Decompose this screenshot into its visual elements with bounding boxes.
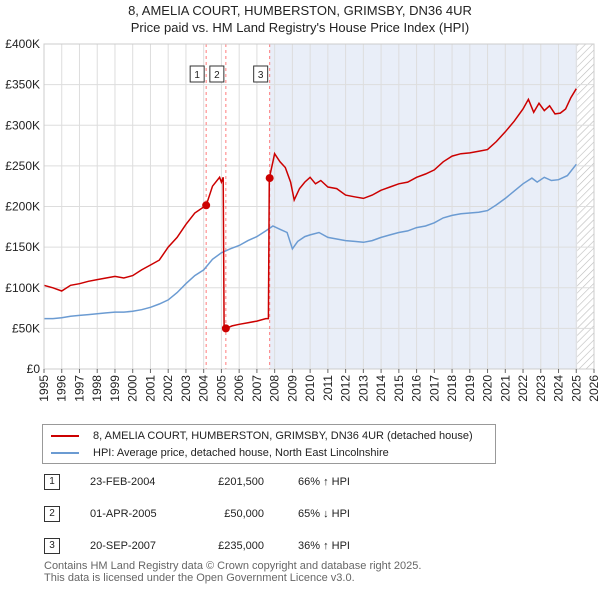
x-tick-label: 2002 bbox=[161, 375, 175, 402]
table-row: 3 20-SEP-2007 £235,000 36% ↑ HPI bbox=[42, 536, 462, 556]
transaction-hpi: 66% ↑ HPI bbox=[298, 476, 350, 488]
y-tick-label: £0 bbox=[27, 362, 41, 376]
legend-label-hpi: HPI: Average price, detached house, Nort… bbox=[93, 447, 389, 459]
sale-point bbox=[202, 201, 211, 210]
x-tick-label: 2018 bbox=[445, 375, 459, 402]
x-tick-label: 2004 bbox=[197, 375, 211, 402]
x-tick-label: 2008 bbox=[268, 375, 282, 402]
y-tick-label: £400K bbox=[5, 37, 40, 51]
x-tick-label: 1996 bbox=[55, 375, 69, 402]
y-tick-label: £50K bbox=[12, 321, 40, 335]
x-tick-label: 2012 bbox=[339, 375, 353, 402]
hpi-series-line bbox=[44, 163, 577, 320]
sale-point bbox=[221, 324, 230, 333]
x-tick-label: 2003 bbox=[179, 375, 193, 402]
transaction-number: 1 bbox=[44, 474, 60, 490]
y-tick-label: £300K bbox=[5, 118, 40, 132]
legend-item-hpi: HPI: Average price, detached house, Nort… bbox=[51, 445, 389, 461]
x-tick-label: 2000 bbox=[126, 375, 140, 402]
y-tick-label: £200K bbox=[5, 200, 40, 214]
title-line-2: Price paid vs. HM Land Registry's House … bbox=[130, 20, 470, 35]
footer: Contains HM Land Registry data © Crown c… bbox=[44, 560, 421, 584]
sale-label: 3 bbox=[258, 70, 264, 81]
transaction-price: £235,000 bbox=[218, 540, 264, 552]
x-tick-label: 2009 bbox=[285, 375, 299, 402]
footer-copyright: Contains HM Land Registry data © Crown c… bbox=[44, 560, 422, 572]
x-tick-label: 2022 bbox=[516, 375, 530, 402]
x-tick-label: 2007 bbox=[250, 375, 264, 402]
y-tick-label: £100K bbox=[5, 281, 40, 295]
x-tick-label: 2014 bbox=[374, 375, 388, 402]
transaction-number: 2 bbox=[44, 506, 60, 522]
transaction-date: 01-APR-2005 bbox=[90, 508, 157, 520]
transaction-date: 23-FEB-2004 bbox=[90, 476, 156, 488]
transaction-number: 3 bbox=[44, 538, 60, 554]
x-tick-label: 2019 bbox=[463, 375, 477, 402]
x-tick-label: 2025 bbox=[569, 375, 583, 402]
sale-label-box bbox=[209, 65, 225, 83]
x-tick-label: 2026 bbox=[587, 375, 600, 402]
x-tick-label: 2021 bbox=[498, 375, 512, 402]
x-tick-label: 2005 bbox=[214, 375, 228, 402]
transaction-price: £201,500 bbox=[218, 476, 264, 488]
price-chart: 1 2 3 £0 £50K £100K £150K £200K £250K £300K £350K… bbox=[5, 37, 600, 402]
sale-label: 1 bbox=[194, 70, 200, 81]
footer-licence: This data is licensed under the Open Gov… bbox=[44, 572, 355, 584]
legend-swatch-hpi bbox=[51, 452, 79, 454]
table-row: 2 01-APR-2005 £50,000 65% ↓ HPI bbox=[42, 504, 462, 524]
x-tick-label: 2023 bbox=[534, 375, 548, 402]
sale-point bbox=[265, 174, 274, 183]
property-series-line bbox=[44, 88, 577, 330]
transaction-hpi: 36% ↑ HPI bbox=[298, 540, 350, 552]
sale-label: 2 bbox=[214, 70, 220, 81]
title-line-1: 8, AMELIA COURT, HUMBERSTON, GRIMSBY, DN… bbox=[128, 3, 472, 18]
y-tick-label: £350K bbox=[5, 78, 40, 92]
x-tick-label: 2006 bbox=[232, 375, 246, 402]
x-tick-label: 2024 bbox=[552, 375, 566, 402]
x-tick-label: 2016 bbox=[410, 375, 424, 402]
transaction-date: 20-SEP-2007 bbox=[90, 540, 157, 552]
y-tick-label: £150K bbox=[5, 240, 40, 254]
x-tick-label: 2011 bbox=[321, 375, 335, 401]
legend-label-property: 8, AMELIA COURT, HUMBERSTON, GRIMSBY, DN… bbox=[93, 430, 473, 442]
legend-swatch-property bbox=[51, 435, 79, 437]
x-tick-label: 1997 bbox=[72, 375, 86, 402]
x-tick-label: 1998 bbox=[90, 375, 104, 402]
x-tick-label: 2001 bbox=[143, 375, 157, 402]
table-row: 1 23-FEB-2004 £201,500 66% ↑ HPI bbox=[42, 472, 462, 492]
sale-label-box bbox=[189, 65, 205, 83]
x-tick-label: 1999 bbox=[108, 375, 122, 402]
x-tick-label: 2015 bbox=[392, 375, 406, 402]
plot-frame bbox=[43, 43, 595, 370]
x-tick-label: 1995 bbox=[37, 375, 51, 402]
x-tick-label: 2020 bbox=[481, 375, 495, 402]
sale-label-box bbox=[253, 65, 269, 83]
legend: 8, AMELIA COURT, HUMBERSTON, GRIMSBY, DN… bbox=[42, 424, 496, 464]
x-tick-label: 2013 bbox=[356, 375, 370, 402]
chart-title: 8, AMELIA COURT, HUMBERSTON, GRIMSBY, DN… bbox=[0, 2, 600, 36]
transaction-price: £50,000 bbox=[224, 508, 264, 520]
legend-item-property: 8, AMELIA COURT, HUMBERSTON, GRIMSBY, DN… bbox=[51, 428, 473, 444]
transaction-hpi: 65% ↓ HPI bbox=[298, 508, 350, 520]
x-tick-label: 2017 bbox=[427, 375, 441, 402]
y-tick-label: £250K bbox=[5, 159, 40, 173]
x-tick-label: 2010 bbox=[303, 375, 317, 402]
